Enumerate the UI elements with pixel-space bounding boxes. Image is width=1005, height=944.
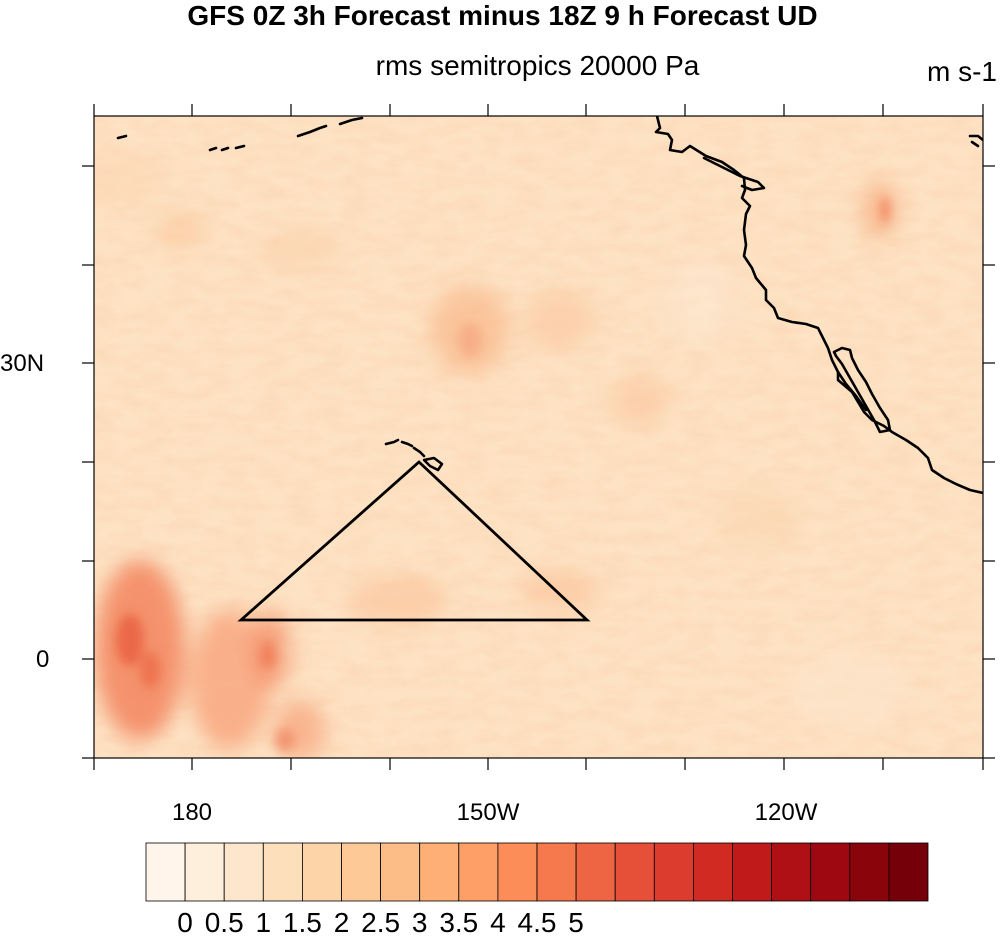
colorbar-swatch <box>849 842 890 902</box>
aleutian-3 <box>296 124 328 138</box>
colorbar-swatch <box>614 842 655 902</box>
colorbar-swatch <box>223 842 264 902</box>
aleutian-1 <box>116 134 128 140</box>
field-hotspots <box>116 196 890 752</box>
colorbar-tick-label: 1.5 <box>282 907 322 938</box>
alaska-peninsula <box>338 116 364 126</box>
gulf-coast-line <box>836 370 868 412</box>
lon-label-150w: 150W <box>456 799 520 826</box>
colorbar-swatch <box>653 842 694 902</box>
hawaii-big-island <box>422 456 444 472</box>
colorbar-swatch <box>458 842 499 902</box>
plot-subtitle: rms semitropics 20000 Pa <box>375 50 700 81</box>
units-label: m s-1 <box>927 56 997 87</box>
colorbar-swatch <box>810 842 851 902</box>
region-triangle <box>237 460 591 622</box>
colorbar-swatch <box>184 842 225 902</box>
colorbar-swatch <box>380 842 421 902</box>
colorbar-swatch <box>771 842 812 902</box>
colorbar-tick-label: 2.5 <box>361 907 401 938</box>
colorbar-tick-label: 3.5 <box>439 907 479 938</box>
aleutian-2 <box>208 144 246 152</box>
axis-ticks <box>82 104 995 770</box>
rms-field <box>94 116 983 758</box>
coastlines <box>116 116 983 495</box>
colorbar-swatch <box>536 842 577 902</box>
baja-california <box>832 346 892 434</box>
bc-coast <box>968 134 983 148</box>
hawaii-3 <box>412 446 426 458</box>
lon-label-120w: 120W <box>754 799 818 826</box>
colorbar-tick-label: 4.5 <box>517 907 557 938</box>
colorbar-swatch <box>301 842 342 902</box>
colorbar-tick-label: 3 <box>411 907 428 938</box>
colorbar-swatch <box>575 842 616 902</box>
colorbar-swatch <box>341 842 381 902</box>
colorbar-tick-label: 4 <box>490 907 506 938</box>
colorbar <box>145 842 929 902</box>
colorbar-swatch <box>145 842 186 902</box>
colorbar-tick-label: 5 <box>568 907 584 938</box>
colorbar-tick-label: 0.5 <box>204 907 244 938</box>
colorbar-swatch <box>262 842 303 902</box>
north-america-coast <box>654 116 983 495</box>
colorbar-swatch <box>888 842 929 902</box>
colorbar-swatch <box>419 842 460 902</box>
map-frame <box>93 115 984 759</box>
lat-label-0: 0 <box>36 646 50 673</box>
colorbar-tick-label: 1 <box>255 907 272 938</box>
hawaii-1 <box>384 438 400 446</box>
san-francisco-bay <box>702 156 766 192</box>
colorbar-swatch <box>732 842 772 902</box>
colorbar-tick-label: 2 <box>333 907 350 938</box>
lat-label-30n: 30N <box>0 350 45 377</box>
plot-title: GFS 0Z 3h Forecast minus 18Z 9 h Forecas… <box>187 0 818 31</box>
colorbar-swatch <box>497 842 538 902</box>
colorbar-tick-label: 0 <box>177 907 193 938</box>
colorbar-swatch <box>693 842 733 902</box>
hawaii-2 <box>400 440 414 448</box>
lon-label-180: 180 <box>171 799 213 826</box>
